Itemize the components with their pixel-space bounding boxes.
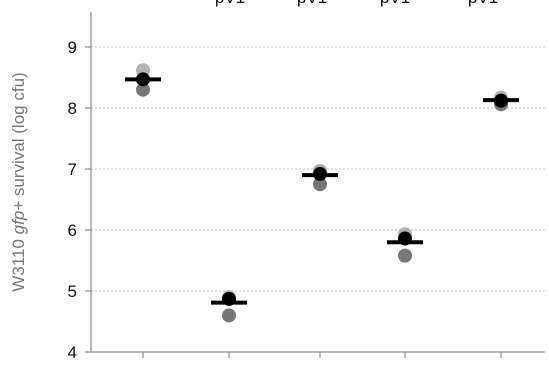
y-ticks: 4 5 6 7 8 9 xyxy=(68,38,91,362)
y-tick-label-5: 5 xyxy=(68,282,77,301)
top-label-3: pV1 xyxy=(380,0,410,7)
data-points xyxy=(136,63,508,323)
y-tick-label-9: 9 xyxy=(68,38,77,57)
point-group2-rep3 xyxy=(222,308,236,323)
top-label-2: pV1 xyxy=(297,0,327,7)
top-labels: pV1 pV1 pV1 pV1 xyxy=(215,0,498,7)
point-group4-rep3 xyxy=(398,248,412,263)
y-axis-title-post: survival (log cfu) xyxy=(9,72,28,200)
x-ticks xyxy=(142,352,502,358)
point-group1-rep3 xyxy=(136,82,150,97)
y-axis-title-italic: gfp+ xyxy=(9,201,28,235)
y-tick-label-4: 4 xyxy=(68,343,77,362)
y-tick-label-8: 8 xyxy=(68,99,77,118)
y-tick-label-7: 7 xyxy=(68,160,77,179)
top-label-1: pV1 xyxy=(215,0,245,7)
top-label-4: pV1 xyxy=(468,0,498,7)
mean-bars xyxy=(125,77,519,305)
y-axis-title-pre: W3110 xyxy=(9,234,28,291)
point-group3-rep3 xyxy=(313,177,327,192)
y-axis-title: W3110 gfp+ survival (log cfu) xyxy=(9,72,28,291)
y-tick-label-6: 6 xyxy=(68,221,77,240)
